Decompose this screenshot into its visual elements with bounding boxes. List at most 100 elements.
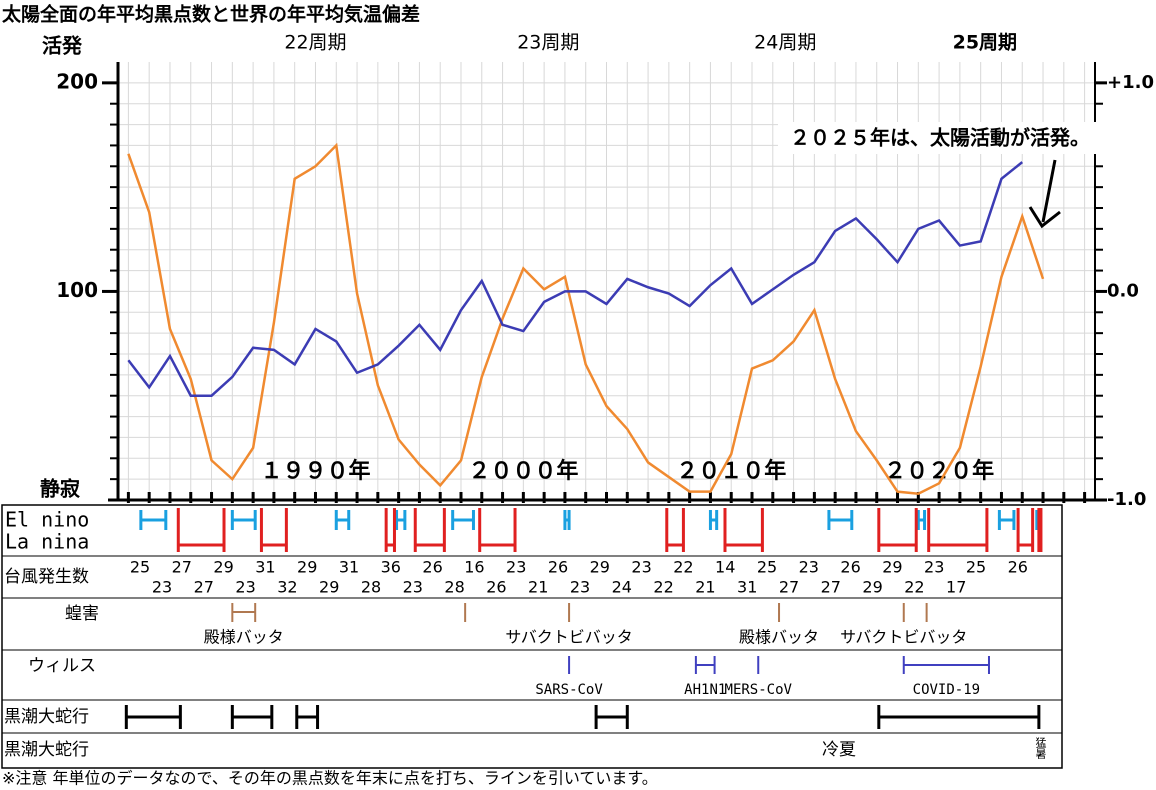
el-nino-period (395, 510, 407, 530)
la-nina-period (413, 508, 446, 552)
typhoon-count: 26 (1008, 558, 1028, 577)
la-nina-period (1037, 508, 1043, 552)
typhoon-count: 29 (590, 558, 610, 577)
la-nina-period (384, 508, 396, 552)
y-bottom-label: 静寂 (40, 477, 80, 501)
typhoon-count: 25 (757, 558, 777, 577)
cool-summer: 冷夏 (822, 740, 856, 760)
typhoon-count: 23 (403, 578, 423, 597)
typhoon-count: 31 (339, 558, 359, 577)
typhoon-count: 26 (548, 558, 568, 577)
typhoon-count: 25 (966, 558, 986, 577)
la-nina-period (927, 508, 989, 552)
cycle-label: 24周期 (754, 32, 816, 54)
table-frame (1, 504, 1063, 769)
typhoon-count: 23 (506, 558, 526, 577)
annotation: ２０２５年は、太陽活動が活発。 (790, 126, 1090, 150)
el-nino-period (916, 510, 927, 530)
typhoon-count: 23 (799, 558, 819, 577)
el-nino-period (563, 510, 571, 530)
typhoon-count: 23 (924, 558, 944, 577)
y2-tick-label: +1.0 (1107, 72, 1154, 93)
annotation-box (778, 122, 1152, 154)
typhoon-count: 29 (213, 558, 233, 577)
typhoon-count: 23 (631, 558, 651, 577)
year-label: １９９０年 (260, 458, 370, 484)
typhoon-count: 29 (319, 578, 339, 597)
summer-label: 黒潮大蛇行 (4, 740, 89, 760)
typhoon-count: 36 (381, 558, 401, 577)
virus-event (694, 656, 716, 674)
typhoon-count: 14 (715, 558, 735, 577)
la-nina-label: La nina (5, 530, 89, 554)
la-nina-period (259, 508, 288, 552)
locust-name: 殿様バッタ (739, 628, 819, 647)
virus-name: SARS-CoV (535, 682, 603, 698)
kuroshio-period (124, 705, 182, 729)
series-line (127, 161, 1024, 397)
virus-name: COVID-19 (913, 682, 980, 698)
la-nina-period (1016, 508, 1035, 552)
typhoon-count: 21 (695, 578, 715, 597)
locust-name: サバクトビバッタ (840, 628, 967, 647)
typhoon-label: 台風発生数 (4, 567, 89, 587)
virus-name: MERS-CoV (725, 682, 793, 698)
locust-name: サバクトビバッタ (505, 628, 632, 647)
la-nina-period (176, 508, 226, 552)
typhoon-count: 29 (882, 558, 902, 577)
locust-name: 殿様バッタ (204, 628, 284, 647)
el-nino-period (139, 510, 168, 530)
typhoon-count: 24 (612, 578, 632, 597)
typhoon-count: 21 (528, 578, 548, 597)
typhoon-count: 23 (570, 578, 590, 597)
kuroshio-label: 黒潮大蛇行 (4, 707, 89, 727)
la-nina-period (665, 508, 685, 552)
typhoon-count: 23 (152, 578, 172, 597)
typhoon-count: 29 (297, 558, 317, 577)
y2-tick-label: -1.0 (1107, 489, 1146, 510)
locust-label: 蝗害 (65, 604, 99, 624)
year-label: ２０２０年 (884, 458, 994, 484)
y-top-label: 活発 (42, 34, 83, 58)
virus-event (902, 656, 990, 674)
el-nino-label: El nino (5, 508, 89, 532)
typhoon-count: 23 (235, 578, 255, 597)
typhoon-count: 22 (904, 578, 924, 597)
year-label: ２０１０年 (676, 458, 786, 484)
y-tick-label: 100 (56, 278, 98, 302)
cycle-label: 23周期 (517, 32, 579, 54)
kuroshio-period (877, 705, 1041, 729)
typhoon-count: 29 (862, 578, 882, 597)
kuroshio-period (230, 705, 274, 729)
chart-title: 太陽全面の年平均黒点数と世界の年平均気温偏差 (2, 3, 420, 26)
la-nina-period (478, 508, 517, 552)
typhoon-count: 31 (737, 578, 757, 597)
cycle-label: 25周期 (953, 32, 1017, 54)
y2-tick-label: 0.0 (1107, 280, 1139, 301)
el-nino-period (334, 510, 351, 530)
locust-event (231, 603, 257, 622)
typhoon-count: 26 (486, 578, 506, 597)
y-tick-label: 200 (56, 69, 98, 93)
annotation-arrow (1028, 159, 1061, 229)
el-nino-period (997, 510, 1016, 530)
typhoon-count: 27 (821, 578, 841, 597)
footnote: ※注意 年単位のデータなので、その年の黒点数を年末に点を打ち、ラインを引いていま… (2, 769, 658, 788)
typhoon-count: 28 (361, 578, 381, 597)
el-nino-period (230, 510, 257, 530)
el-nino-period (451, 510, 475, 530)
typhoon-count: 16 (464, 558, 484, 577)
typhoon-count: 32 (277, 578, 297, 597)
table-row-lines (2, 555, 1062, 734)
hot-summer: 猛暑 (1034, 737, 1047, 759)
typhoon-count: 27 (779, 578, 799, 597)
typhoon-count: 25 (130, 558, 150, 577)
typhoon-count: 22 (673, 558, 693, 577)
typhoon-count: 22 (653, 578, 673, 597)
virus-name: AH1N1 (684, 682, 726, 698)
virus-label: ウィルス (28, 656, 96, 676)
typhoon-count: 26 (840, 558, 860, 577)
la-nina-period (877, 508, 918, 552)
typhoon-count: 27 (172, 558, 192, 577)
